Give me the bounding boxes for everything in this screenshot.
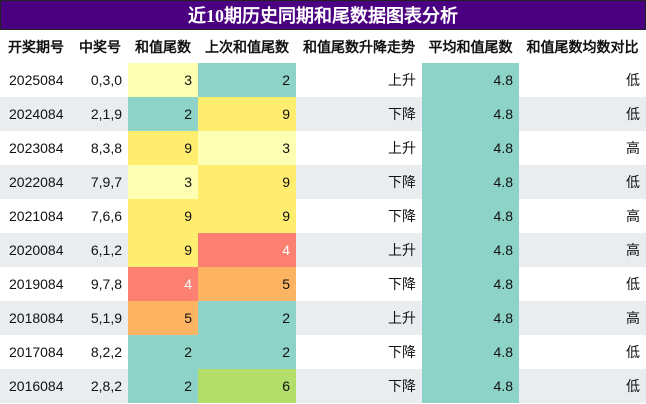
- cell-prev-sum-tail: 4: [198, 233, 296, 267]
- cell-sum-tail: 3: [128, 63, 198, 97]
- cell-issue: 2019084: [9, 276, 64, 292]
- cell-avg-sum-tail: 4.8: [422, 335, 519, 369]
- table-row: 2020084 6,1,2 9 4 上升 4.8 高: [0, 233, 646, 267]
- cell-number: 5,1,9: [72, 301, 128, 335]
- cell-sum-tail: 2: [128, 335, 198, 369]
- header-sum-tail: 和值尾数: [135, 38, 191, 55]
- header-issue: 开奖期号: [8, 38, 64, 55]
- header-trend: 和值尾数升降走势: [303, 38, 415, 55]
- table-row: 2019084 9,7,8 4 5 下降 4.8 低: [0, 267, 646, 301]
- cell-trend: 下降: [296, 97, 422, 131]
- cell-prev-sum-tail: 2: [198, 63, 296, 97]
- cell-avg-sum-tail: 4.8: [422, 267, 519, 301]
- table-row: 2018084 5,1,9 5 2 上升 4.8 高: [0, 301, 646, 335]
- cell-trend: 上升: [388, 140, 416, 156]
- cell-compare: 低: [519, 97, 646, 131]
- table-row: 2024084 2,1,9 2 9 下降 4.8 低: [0, 97, 646, 131]
- cell-compare: 低: [626, 276, 640, 292]
- cell-compare: 高: [626, 140, 640, 156]
- cell-sum-tail: 3: [128, 165, 198, 199]
- header-row: 开奖期号 中奖号 和值尾数 上次和值尾数 和值尾数升降走势 平均和值尾数 和值尾数均数对比: [0, 30, 646, 63]
- table-row: 2017084 8,2,2 2 2 下降 4.8 低: [0, 335, 646, 369]
- header-avg-sum-tail: 平均和值尾数: [428, 38, 513, 55]
- table-row: 2016084 2,8,2 2 6 下降 4.8 低: [0, 369, 646, 403]
- cell-issue: 2023084: [9, 140, 64, 156]
- cell-trend: 下降: [388, 276, 416, 292]
- cell-sum-tail: 9: [128, 131, 198, 165]
- table-row: 2023084 8,3,8 9 3 上升 4.8 高: [0, 131, 646, 165]
- cell-number: 6,1,2: [72, 233, 128, 267]
- cell-compare: 低: [519, 165, 646, 199]
- cell-avg-sum-tail: 4.8: [422, 301, 519, 335]
- chart-title: 近10期历史同期和尾数据图表分析: [0, 0, 646, 30]
- cell-trend: 下降: [388, 344, 416, 360]
- cell-trend: 上升: [296, 301, 422, 335]
- cell-issue: 2016084: [0, 369, 72, 403]
- cell-trend: 下降: [296, 369, 422, 403]
- cell-issue: 2021084: [9, 208, 64, 224]
- cell-prev-sum-tail: 6: [198, 369, 296, 403]
- data-table: 开奖期号 中奖号 和值尾数 上次和值尾数 和值尾数升降走势 平均和值尾数 和值尾数均数对比 …: [0, 30, 646, 403]
- cell-number: 0,3,0: [90, 72, 122, 88]
- cell-avg-sum-tail: 4.8: [422, 131, 519, 165]
- cell-number: 9,7,8: [90, 276, 122, 292]
- cell-avg-sum-tail: 4.8: [422, 165, 519, 199]
- cell-number: 8,3,8: [90, 140, 122, 156]
- cell-number: 2,1,9: [72, 97, 128, 131]
- cell-issue: 2022084: [0, 165, 72, 199]
- cell-sum-tail: 5: [128, 301, 198, 335]
- cell-prev-sum-tail: 2: [198, 335, 296, 369]
- table-body: 2025084 0,3,0 3 2 上升 4.8 低 2024084 2,1,9 2 9 下降 4.8 低…: [0, 63, 646, 403]
- cell-avg-sum-tail: 4.8: [422, 63, 519, 97]
- header-compare: 和值尾数均数对比: [526, 38, 639, 55]
- cell-avg-sum-tail: 4.8: [422, 369, 519, 403]
- cell-prev-sum-tail: 2: [198, 301, 296, 335]
- cell-number: 7,6,6: [90, 208, 122, 224]
- cell-issue: 2020084: [0, 233, 72, 267]
- cell-compare: 高: [519, 233, 646, 267]
- cell-sum-tail: 9: [128, 199, 198, 233]
- cell-trend: 上升: [296, 233, 422, 267]
- cell-sum-tail: 2: [128, 369, 198, 403]
- cell-prev-sum-tail: 3: [198, 131, 296, 165]
- cell-sum-tail: 4: [128, 267, 198, 301]
- cell-sum-tail: 2: [128, 97, 198, 131]
- cell-compare: 高: [519, 301, 646, 335]
- table-row: 2021084 7,6,6 9 9 下降 4.8 高: [0, 199, 646, 233]
- cell-trend: 下降: [296, 165, 422, 199]
- cell-compare: 低: [626, 72, 640, 88]
- cell-prev-sum-tail: 9: [198, 97, 296, 131]
- cell-issue: 2025084: [9, 72, 64, 88]
- table-row: 2022084 7,9,7 3 9 下降 4.8 低: [0, 165, 646, 199]
- cell-number: 7,9,7: [72, 165, 128, 199]
- table-row: 2025084 0,3,0 3 2 上升 4.8 低: [0, 63, 646, 97]
- cell-avg-sum-tail: 4.8: [422, 97, 519, 131]
- cell-issue: 2024084: [0, 97, 72, 131]
- cell-avg-sum-tail: 4.8: [422, 233, 519, 267]
- cell-prev-sum-tail: 5: [198, 267, 296, 301]
- header-prev-sum-tail: 上次和值尾数: [205, 38, 289, 55]
- cell-avg-sum-tail: 4.8: [422, 199, 519, 233]
- cell-sum-tail: 9: [128, 233, 198, 267]
- header-number: 中奖号: [79, 38, 121, 55]
- cell-issue: 2017084: [9, 344, 64, 360]
- cell-trend: 下降: [388, 208, 416, 224]
- cell-prev-sum-tail: 9: [198, 165, 296, 199]
- cell-number: 2,8,2: [72, 369, 128, 403]
- cell-trend: 上升: [388, 72, 416, 88]
- cell-compare: 低: [519, 369, 646, 403]
- cell-number: 8,2,2: [90, 344, 122, 360]
- cell-prev-sum-tail: 9: [198, 199, 296, 233]
- cell-compare: 低: [626, 344, 640, 360]
- cell-compare: 高: [626, 208, 640, 224]
- cell-issue: 2018084: [0, 301, 72, 335]
